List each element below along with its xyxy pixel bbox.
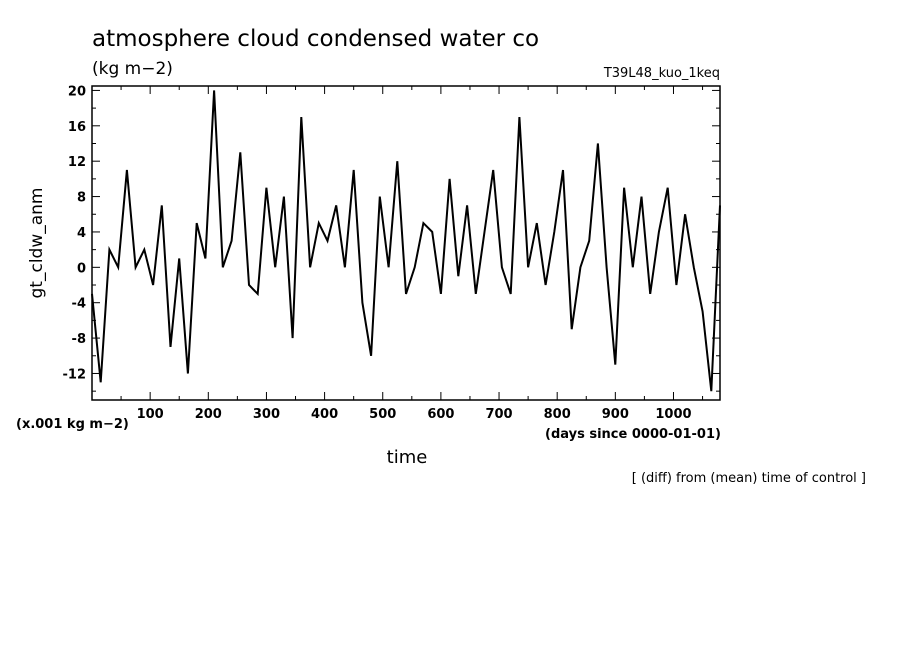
chart-title: atmosphere cloud condensed water co bbox=[92, 26, 539, 52]
y-tick-label: 0 bbox=[77, 261, 86, 276]
x-tick-label: 700 bbox=[485, 407, 512, 422]
x-tick-label: 400 bbox=[311, 407, 338, 422]
x-units-note: (days since 0000-01-01) bbox=[545, 427, 721, 442]
series-line bbox=[91, 90, 721, 392]
y-tick-label: 20 bbox=[68, 84, 86, 99]
y-tick-label: -12 bbox=[63, 367, 87, 382]
x-axis-label: time bbox=[387, 447, 428, 468]
y-tick-label: 12 bbox=[68, 155, 86, 170]
chart-units: (kg m−2) bbox=[92, 59, 173, 79]
x-tick-label: 300 bbox=[253, 407, 280, 422]
plot-frame bbox=[91, 85, 721, 401]
footnote: [ (diff) from (mean) time of control ] bbox=[632, 471, 866, 486]
y-axis-ticks: 20 16 12 8 4 0 -4 -8 -12 bbox=[63, 84, 720, 392]
x-tick-label: 900 bbox=[602, 407, 629, 422]
x-tick-label: 600 bbox=[427, 407, 454, 422]
x-axis-ticks: 100 200 300 400 500 600 700 800 900 1000 bbox=[120, 86, 704, 422]
y-axis-label: gt_cldw_anm bbox=[27, 188, 47, 299]
x-tick-label: 800 bbox=[544, 407, 571, 422]
x-tick-label: 100 bbox=[137, 407, 164, 422]
run-label: T39L48_kuo_1keq bbox=[603, 66, 720, 81]
x-tick-label: 200 bbox=[195, 407, 222, 422]
y-tick-label: 8 bbox=[77, 191, 86, 206]
y-tick-label: -8 bbox=[72, 332, 86, 347]
y-tick-label: 16 bbox=[68, 120, 86, 135]
y-tick-label: 4 bbox=[77, 226, 86, 241]
y-scale-note: (x.001 kg m−2) bbox=[16, 417, 129, 432]
x-tick-label: 500 bbox=[369, 407, 396, 422]
y-tick-label: -4 bbox=[72, 297, 86, 312]
x-tick-label: 1000 bbox=[655, 407, 691, 422]
